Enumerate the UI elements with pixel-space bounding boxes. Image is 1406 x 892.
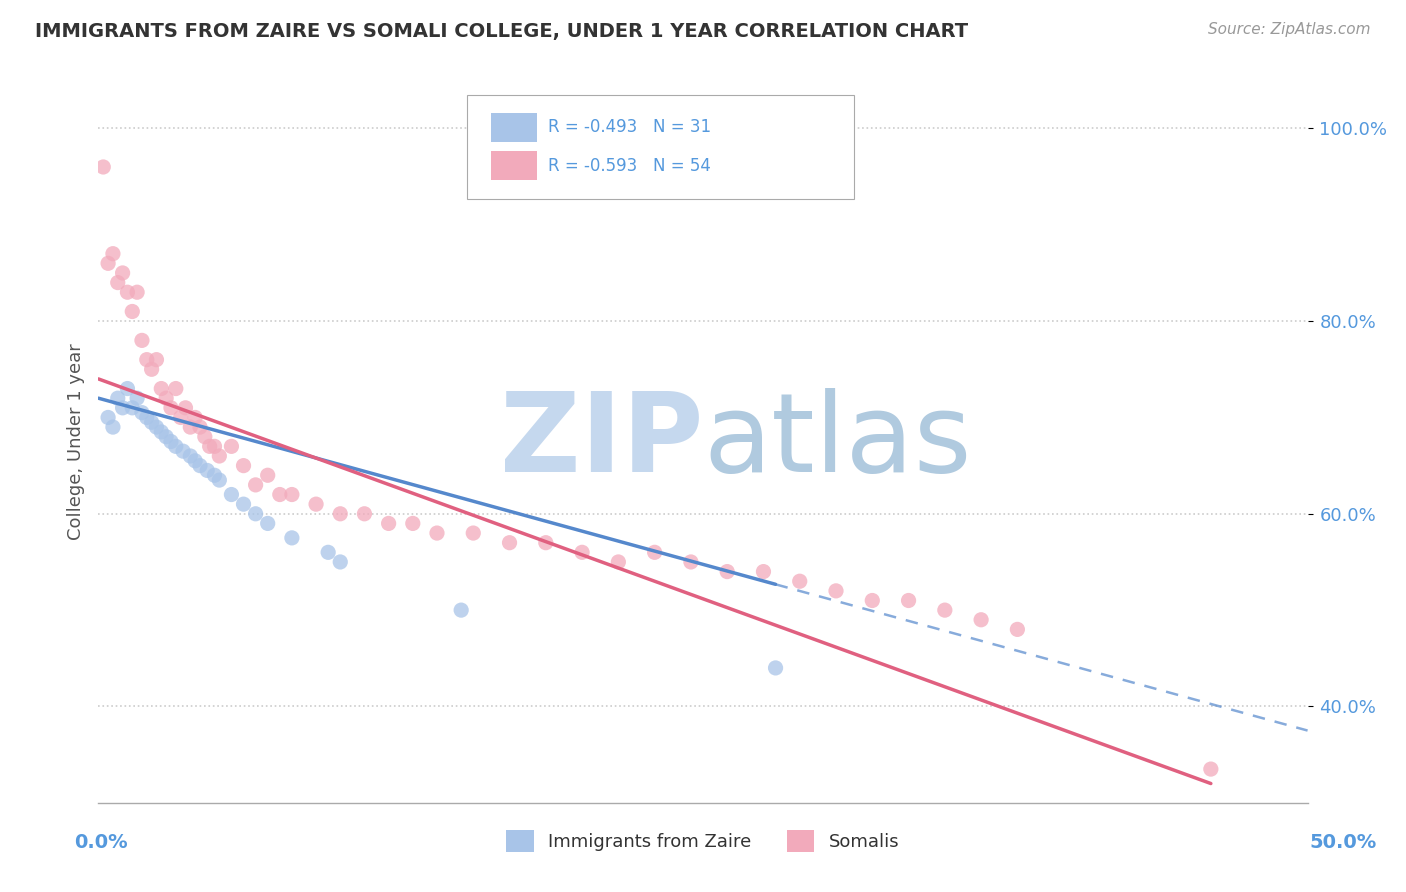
Point bbox=[121, 401, 143, 415]
Point bbox=[127, 391, 149, 405]
Point bbox=[194, 430, 217, 444]
Point bbox=[1007, 623, 1029, 637]
Text: IMMIGRANTS FROM ZAIRE VS SOMALI COLLEGE, UNDER 1 YEAR CORRELATION CHART: IMMIGRANTS FROM ZAIRE VS SOMALI COLLEGE,… bbox=[35, 22, 969, 41]
Point bbox=[752, 565, 775, 579]
Point bbox=[221, 487, 243, 501]
Point bbox=[426, 526, 449, 541]
Point bbox=[165, 439, 187, 453]
Point bbox=[179, 449, 201, 463]
Point bbox=[155, 430, 177, 444]
Point bbox=[450, 603, 472, 617]
Point bbox=[534, 535, 557, 549]
Point bbox=[765, 661, 787, 675]
Point bbox=[184, 454, 207, 468]
Point bbox=[402, 516, 425, 531]
Point bbox=[97, 410, 120, 425]
Point bbox=[679, 555, 702, 569]
Point bbox=[131, 334, 153, 348]
Legend: Immigrants from Zaire, Somalis: Immigrants from Zaire, Somalis bbox=[499, 822, 907, 859]
Point bbox=[145, 352, 167, 367]
Point bbox=[188, 420, 211, 434]
Point bbox=[135, 410, 157, 425]
Point bbox=[160, 434, 183, 449]
Text: 0.0%: 0.0% bbox=[75, 833, 128, 853]
Point bbox=[91, 160, 114, 174]
Point bbox=[305, 497, 328, 511]
Point bbox=[353, 507, 375, 521]
Point bbox=[117, 285, 139, 300]
Point bbox=[825, 583, 848, 598]
Point bbox=[329, 555, 352, 569]
Point bbox=[860, 593, 883, 607]
Point bbox=[571, 545, 593, 559]
Point bbox=[1199, 762, 1222, 776]
Point bbox=[165, 382, 187, 396]
Point bbox=[179, 420, 201, 434]
Point bbox=[121, 304, 143, 318]
Point bbox=[221, 439, 243, 453]
Point bbox=[329, 507, 352, 521]
Bar bbox=[492, 112, 537, 142]
Point bbox=[204, 468, 226, 483]
Point bbox=[281, 531, 304, 545]
Point bbox=[150, 382, 173, 396]
Point bbox=[208, 473, 231, 487]
Point bbox=[970, 613, 993, 627]
Point bbox=[934, 603, 956, 617]
Point bbox=[316, 545, 339, 559]
Point bbox=[131, 406, 153, 420]
Point bbox=[150, 425, 173, 439]
Point bbox=[155, 391, 177, 405]
Text: ZIP: ZIP bbox=[499, 388, 703, 495]
FancyBboxPatch shape bbox=[467, 95, 855, 200]
Point bbox=[256, 468, 278, 483]
Text: 50.0%: 50.0% bbox=[1309, 833, 1376, 853]
Point bbox=[107, 391, 129, 405]
Point bbox=[135, 352, 157, 367]
Point bbox=[256, 516, 278, 531]
Point bbox=[111, 401, 134, 415]
Point bbox=[281, 487, 304, 501]
Point bbox=[463, 526, 485, 541]
Point bbox=[232, 458, 254, 473]
Point bbox=[195, 463, 218, 477]
Point bbox=[208, 449, 231, 463]
Point bbox=[145, 420, 167, 434]
Point bbox=[97, 256, 120, 270]
Point bbox=[160, 401, 183, 415]
Y-axis label: College, Under 1 year: College, Under 1 year bbox=[66, 343, 84, 540]
Bar bbox=[492, 151, 537, 180]
Point bbox=[184, 410, 207, 425]
Point bbox=[204, 439, 226, 453]
Point bbox=[789, 574, 811, 589]
Point bbox=[111, 266, 134, 280]
Point bbox=[172, 444, 194, 458]
Point bbox=[101, 246, 124, 260]
Point bbox=[245, 507, 267, 521]
Text: R = -0.493   N = 31: R = -0.493 N = 31 bbox=[548, 119, 711, 136]
Point bbox=[232, 497, 254, 511]
Point bbox=[498, 535, 520, 549]
Point bbox=[141, 362, 163, 376]
Point bbox=[607, 555, 630, 569]
Point bbox=[897, 593, 920, 607]
Point bbox=[169, 410, 191, 425]
Point bbox=[644, 545, 666, 559]
Point bbox=[198, 439, 221, 453]
Point bbox=[117, 382, 139, 396]
Point bbox=[377, 516, 399, 531]
Text: atlas: atlas bbox=[703, 388, 972, 495]
Point bbox=[174, 401, 197, 415]
Point bbox=[127, 285, 149, 300]
Point bbox=[716, 565, 738, 579]
Point bbox=[141, 415, 163, 429]
Point bbox=[269, 487, 291, 501]
Point bbox=[188, 458, 211, 473]
Text: R = -0.593   N = 54: R = -0.593 N = 54 bbox=[548, 156, 711, 175]
Point bbox=[101, 420, 124, 434]
Point bbox=[245, 478, 267, 492]
Point bbox=[107, 276, 129, 290]
Text: Source: ZipAtlas.com: Source: ZipAtlas.com bbox=[1208, 22, 1371, 37]
